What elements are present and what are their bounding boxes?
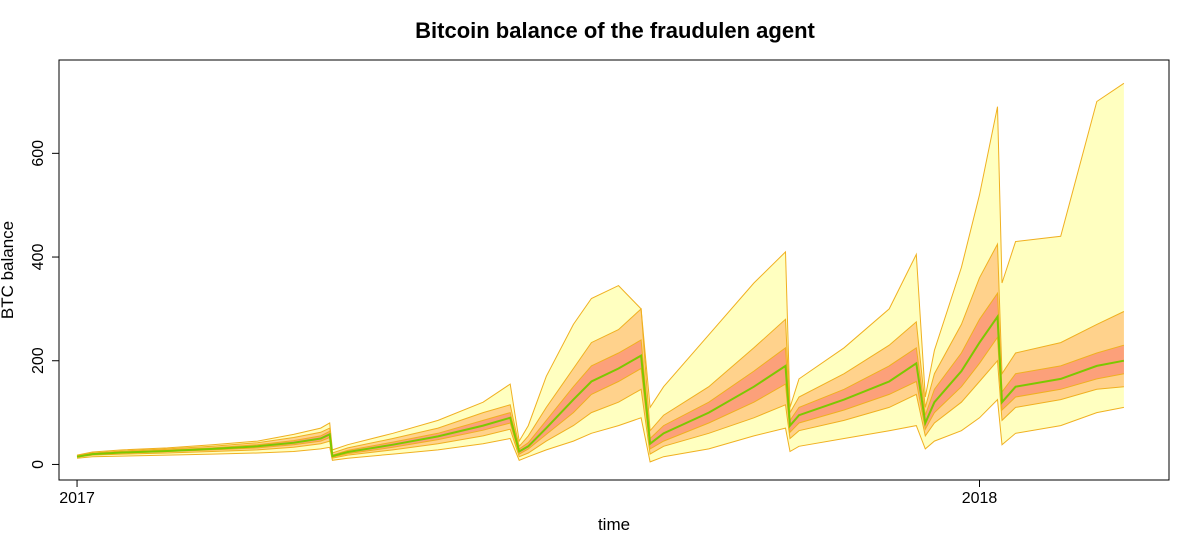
band-inner [77,293,1124,458]
band-edge-inner-upper [76,291,1125,457]
chart-title: Bitcoin balance of the fraudulen agent [415,18,815,43]
band-edge-outer-lower [76,398,1124,463]
y-tick-label: 200 [30,347,47,374]
band-edge-middle-upper [76,242,1125,457]
x-tick-label: 2018 [962,490,998,507]
band-edge-inner-lower [76,335,1124,458]
median-line [76,313,1125,458]
band-edges-layer [76,82,1125,463]
band-edge-outer-upper [76,82,1125,456]
y-tick-label: 600 [30,140,47,167]
bands-layer [77,83,1124,462]
y-tick-label: 400 [30,244,47,271]
y-tick-label: 0 [30,460,47,469]
band-edge-middle-lower [76,359,1124,459]
y-axis: 0 200 400 600 [30,140,60,469]
x-axis-label: time [598,515,630,534]
x-tick-label: 2017 [59,490,95,507]
median-layer [76,313,1125,458]
band-middle [77,244,1124,459]
x-axis: 2017 2018 [59,479,998,507]
y-axis-label: BTC balance [0,221,17,319]
